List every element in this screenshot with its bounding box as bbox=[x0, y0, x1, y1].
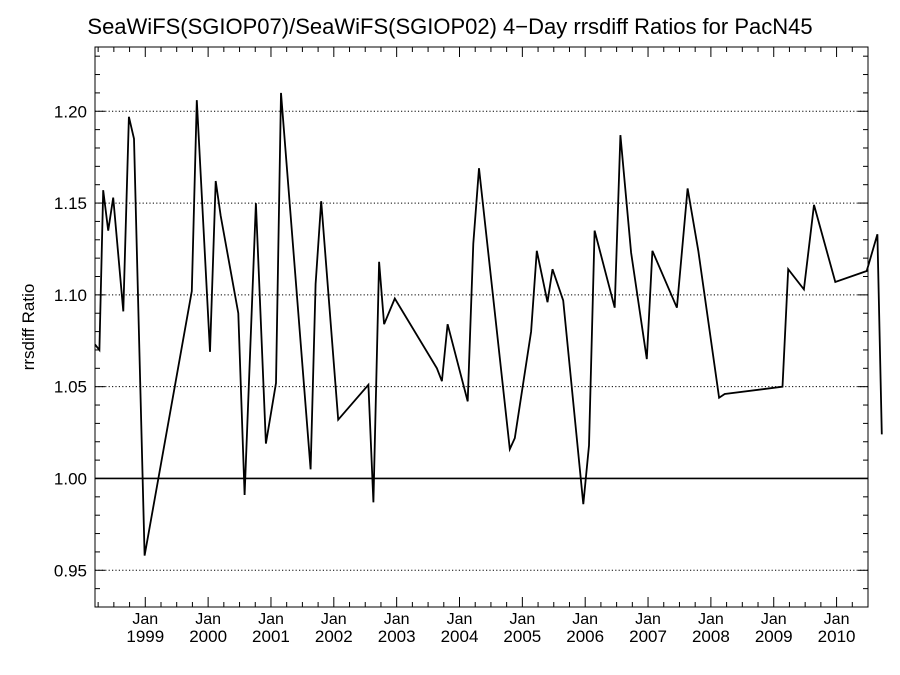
y-tick-label: 1.15 bbox=[54, 194, 87, 213]
x-tick-label-month: Jan bbox=[572, 611, 598, 628]
x-tick-label-year: 2009 bbox=[755, 627, 793, 646]
x-tick-label-year: 2008 bbox=[692, 627, 730, 646]
axes-frame bbox=[94, 46, 869, 608]
x-tick-label-month: Jan bbox=[698, 611, 724, 628]
x-axis-ticks: Jan1999Jan2000Jan2001Jan2002Jan2003Jan20… bbox=[97, 47, 869, 646]
x-tick-label-year: 2005 bbox=[503, 627, 541, 646]
x-tick-label-year: 2010 bbox=[818, 627, 856, 646]
y-tick-label: 1.20 bbox=[54, 102, 87, 121]
x-tick-label-year: 2002 bbox=[315, 627, 353, 646]
x-tick-label-month: Jan bbox=[321, 611, 347, 628]
series-line bbox=[94, 92, 883, 556]
y-tick-label: 0.95 bbox=[54, 561, 87, 580]
y-axis-ticks: 0.95 1.00 1.05 1.10 1.15 1.20 bbox=[54, 55, 868, 608]
x-tick-label-year: 2007 bbox=[629, 627, 667, 646]
series-group bbox=[94, 92, 883, 556]
x-tick-label-year: 2000 bbox=[189, 627, 227, 646]
x-tick-label-year: 2001 bbox=[252, 627, 290, 646]
x-tick-label-month: Jan bbox=[761, 611, 787, 628]
y-tick-label: 1.00 bbox=[54, 469, 87, 488]
x-tick-label-month: Jan bbox=[447, 611, 473, 628]
x-tick-label-month: Jan bbox=[195, 611, 221, 628]
x-tick-label-year: 2004 bbox=[441, 627, 479, 646]
x-tick-label-month: Jan bbox=[132, 611, 158, 628]
x-tick-label-month: Jan bbox=[258, 611, 284, 628]
y-axis-label: rrsdiff Ratio bbox=[19, 284, 38, 371]
x-tick-label-year: 2006 bbox=[566, 627, 604, 646]
x-tick-label-year: 2003 bbox=[378, 627, 416, 646]
x-tick-label-month: Jan bbox=[635, 611, 661, 628]
x-tick-label-month: Jan bbox=[824, 611, 850, 628]
plot-frame bbox=[94, 46, 869, 608]
x-tick-label-month: Jan bbox=[384, 611, 410, 628]
chart-title: SeaWiFS(SGIOP07)/SeaWiFS(SGIOP02) 4−Day … bbox=[87, 14, 813, 39]
y-tick-label: 1.05 bbox=[54, 378, 87, 397]
x-tick-label-year: 1999 bbox=[126, 627, 164, 646]
y-tick-label: 1.10 bbox=[54, 286, 87, 305]
x-tick-label-month: Jan bbox=[509, 611, 535, 628]
